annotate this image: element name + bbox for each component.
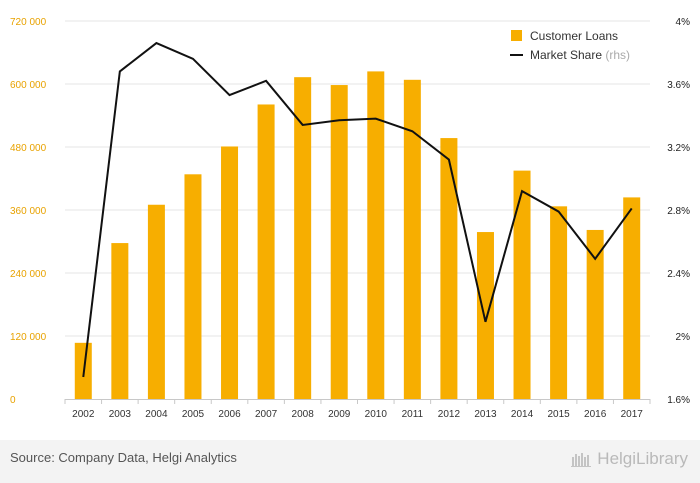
- source-text: Source: Company Data, Helgi Analytics: [10, 450, 237, 465]
- brand-name: HelgiLibrary: [597, 449, 688, 468]
- right-tick-label: 1.6%: [667, 395, 690, 406]
- bar: [440, 138, 458, 399]
- right-tick-label: 4%: [676, 17, 691, 28]
- bar: [403, 79, 421, 400]
- right-axis: 1.6% 2% 2.4% 2.8% 3.2% 3.6% 4%: [667, 17, 690, 406]
- left-axis: 0 120 000 240 000 360 000 480 000 600 000 720 …: [10, 17, 47, 406]
- line-series: [82, 41, 633, 378]
- x-tick-label: 2014: [511, 409, 534, 420]
- legend: Customer Loans Market Share (rhs): [510, 29, 630, 62]
- chart-area: 2002 2003 2004 2005 2006 2007 2008 2009 2010 2011…: [10, 17, 690, 420]
- x-tick-label: 2004: [145, 409, 168, 420]
- legend-label-line: Market Share (rhs): [530, 48, 630, 62]
- x-tick-label: 2012: [438, 409, 461, 420]
- x-tick-label: 2007: [255, 409, 278, 420]
- right-tick-label: 2.4%: [667, 269, 690, 280]
- x-axis: 2002 2003 2004 2005 2006 2007 2008 2009 2010 2011…: [64, 399, 651, 420]
- bar: [257, 104, 275, 399]
- left-tick-label: 360 000: [10, 206, 47, 217]
- left-tick-label: 0: [10, 395, 16, 406]
- bar: [221, 146, 239, 399]
- bar: [111, 243, 129, 399]
- bar: [294, 77, 312, 400]
- right-tick-label: 3.2%: [667, 143, 690, 154]
- market-share-line: [82, 41, 633, 378]
- legend-swatch-bar: [511, 30, 522, 41]
- left-tick-label: 240 000: [10, 269, 47, 280]
- x-tick-label: 2008: [292, 409, 315, 420]
- right-tick-label: 2.8%: [667, 206, 690, 217]
- bar: [586, 229, 604, 399]
- x-tick-label: 2006: [218, 409, 241, 420]
- left-tick-label: 480 000: [10, 143, 47, 154]
- chart-svg: 2002 2003 2004 2005 2006 2007 2008 2009 2010 2011…: [10, 17, 690, 420]
- library-icon: [571, 453, 592, 467]
- x-tick-label: 2002: [72, 409, 95, 420]
- bar: [330, 85, 348, 400]
- left-tick-label: 720 000: [10, 17, 47, 28]
- bar: [476, 232, 494, 399]
- bar-series: [74, 71, 641, 400]
- right-tick-label: 3.6%: [667, 80, 690, 91]
- footer: Source: Company Data, Helgi Analytics He…: [0, 440, 700, 483]
- bar: [550, 206, 568, 399]
- left-tick-label: 600 000: [10, 80, 47, 91]
- left-tick-label: 120 000: [10, 332, 47, 343]
- bar: [513, 170, 531, 399]
- legend-label-suffix: (rhs): [605, 48, 630, 62]
- brand-logo: HelgiLibrary: [571, 449, 688, 469]
- x-tick-label: 2016: [584, 409, 607, 420]
- bar: [623, 197, 641, 399]
- right-tick-label: 2%: [676, 332, 691, 343]
- x-tick-label: 2003: [109, 409, 132, 420]
- bar: [367, 71, 385, 400]
- legend-label-bar: Customer Loans: [530, 29, 618, 43]
- x-tick-label: 2009: [328, 409, 351, 420]
- x-tick-label: 2017: [621, 409, 644, 420]
- x-tick-label: 2015: [547, 409, 570, 420]
- bar: [184, 174, 202, 399]
- x-tick-label: 2010: [365, 409, 388, 420]
- x-tick-label: 2005: [182, 409, 205, 420]
- bar: [147, 204, 165, 399]
- x-tick-label: 2013: [474, 409, 497, 420]
- x-tick-label: 2011: [402, 409, 424, 420]
